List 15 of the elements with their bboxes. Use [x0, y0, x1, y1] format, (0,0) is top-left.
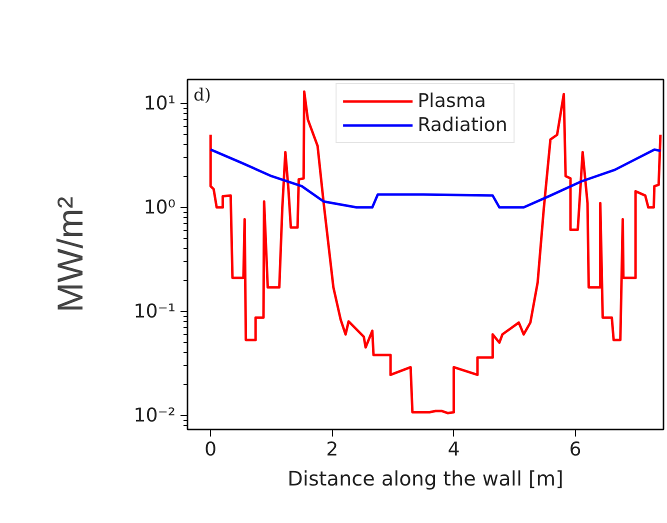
x-tick-label: 2: [326, 438, 338, 460]
legend-label: Plasma: [418, 90, 486, 112]
y-tick-label: 10⁻¹: [134, 300, 176, 322]
x-tick-label: 4: [448, 438, 460, 460]
x-tick-label: 6: [569, 438, 582, 460]
annotation: d): [194, 86, 212, 106]
x-axis-title: Distance along the wall [m]: [288, 466, 564, 490]
y-tick-label: 10⁰: [144, 196, 176, 218]
y-tick-label: 10⁻²: [134, 404, 176, 426]
line-series: [209, 90, 662, 414]
x-tick-label: 0: [204, 438, 217, 460]
y-axis-title: MW/m²: [50, 196, 91, 312]
line-series: [209, 148, 662, 209]
legend-label: Radiation: [418, 114, 508, 136]
y-tick-label: 10¹: [144, 92, 176, 114]
